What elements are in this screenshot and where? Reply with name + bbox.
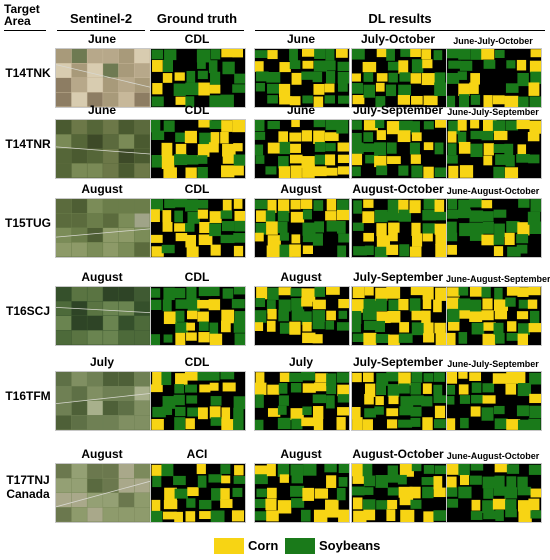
dl-result-single (254, 119, 350, 179)
caption-sentinel-image: August (81, 182, 123, 196)
dl-result-single (254, 198, 350, 258)
sentinel-rule (57, 30, 145, 31)
ground-truth-map (150, 119, 246, 179)
caption-dl-result-multi: July-October (360, 32, 435, 46)
dl-result-single (254, 286, 350, 346)
dl-result-combined (446, 371, 542, 431)
sentinel-image (55, 286, 151, 346)
dl-result-single (254, 48, 350, 108)
ground-truth-map (150, 198, 246, 258)
caption-sentinel-image: August (81, 447, 123, 461)
caption-dl-result-single: June (286, 103, 315, 117)
dl-results-rule (255, 30, 545, 31)
dl-result-single (254, 371, 350, 431)
caption-dl-result-combined: June-July-September (447, 107, 539, 117)
caption-ground-truth-map: CDL (184, 355, 210, 369)
ground-truth-map (150, 463, 246, 523)
caption-dl-result-multi: July-September (352, 103, 444, 117)
caption-dl-result-combined: June-July-September (447, 359, 539, 369)
dl-result-multi (351, 119, 447, 179)
caption-sentinel-image: June (87, 103, 116, 117)
caption-dl-result-multi: July-September (352, 270, 444, 284)
target-area-rule (4, 30, 46, 31)
sentinel-image (55, 198, 151, 258)
caption-dl-result-combined: June-August-September (446, 274, 550, 284)
dl-result-combined (446, 48, 542, 108)
caption-sentinel-image: June (87, 32, 116, 46)
sentinel-image (55, 48, 151, 108)
row-label-5: T17TNJ Canada (6, 473, 50, 501)
caption-ground-truth-map: CDL (184, 32, 210, 46)
caption-dl-result-single: August (280, 182, 322, 196)
dl-result-combined (446, 119, 542, 179)
caption-dl-result-combined: June-August-October (446, 186, 540, 196)
caption-ground-truth-map: CDL (184, 182, 210, 196)
ground-truth-map (150, 48, 246, 108)
dl-result-multi (351, 371, 447, 431)
caption-dl-result-combined: June-July-October (453, 36, 533, 46)
caption-dl-result-single: June (286, 32, 315, 46)
row-label-1: T14TNR (5, 137, 51, 151)
ground-truth-map (150, 286, 246, 346)
dl-results-header: DL results (368, 11, 432, 26)
caption-ground-truth-map: CDL (184, 103, 210, 117)
caption-sentinel-image: July (89, 355, 114, 369)
caption-dl-result-multi: July-September (352, 355, 444, 369)
sentinel-image (55, 371, 151, 431)
row-label-0: T14TNK (5, 66, 51, 80)
dl-result-multi (351, 48, 447, 108)
soybeans-legend-swatch (285, 538, 315, 554)
sentinel-image (55, 119, 151, 179)
dl-result-combined (446, 463, 542, 523)
caption-dl-result-combined: June-August-October (446, 451, 540, 461)
corn-legend-label: Corn (248, 538, 279, 553)
caption-ground-truth-map: ACI (186, 447, 208, 461)
caption-dl-result-single: August (280, 270, 322, 284)
row-label-2: T15TUG (4, 216, 51, 230)
target-area-header: Target Area (4, 2, 40, 28)
caption-dl-result-single: August (280, 447, 322, 461)
soybeans-legend-label: Soybeans (319, 538, 381, 553)
dl-result-combined (446, 286, 542, 346)
dl-result-multi (351, 286, 447, 346)
caption-dl-result-multi: August-October (352, 447, 444, 461)
sentinel-image (55, 463, 151, 523)
corn-legend-swatch (214, 538, 244, 554)
dl-result-multi (351, 463, 447, 523)
ground-truth-rule (150, 30, 244, 31)
ground-truth-header: Ground truth (156, 11, 238, 26)
dl-result-combined (446, 198, 542, 258)
caption-dl-result-single: July (288, 355, 313, 369)
row-label-3: T16SCJ (5, 304, 51, 318)
dl-result-multi (351, 198, 447, 258)
caption-dl-result-multi: August-October (352, 182, 444, 196)
ground-truth-map (150, 371, 246, 431)
sentinel-header: Sentinel-2 (69, 11, 133, 26)
dl-result-single (254, 463, 350, 523)
caption-ground-truth-map: CDL (184, 270, 210, 284)
caption-sentinel-image: August (81, 270, 123, 284)
row-label-4: T16TFM (5, 389, 51, 403)
